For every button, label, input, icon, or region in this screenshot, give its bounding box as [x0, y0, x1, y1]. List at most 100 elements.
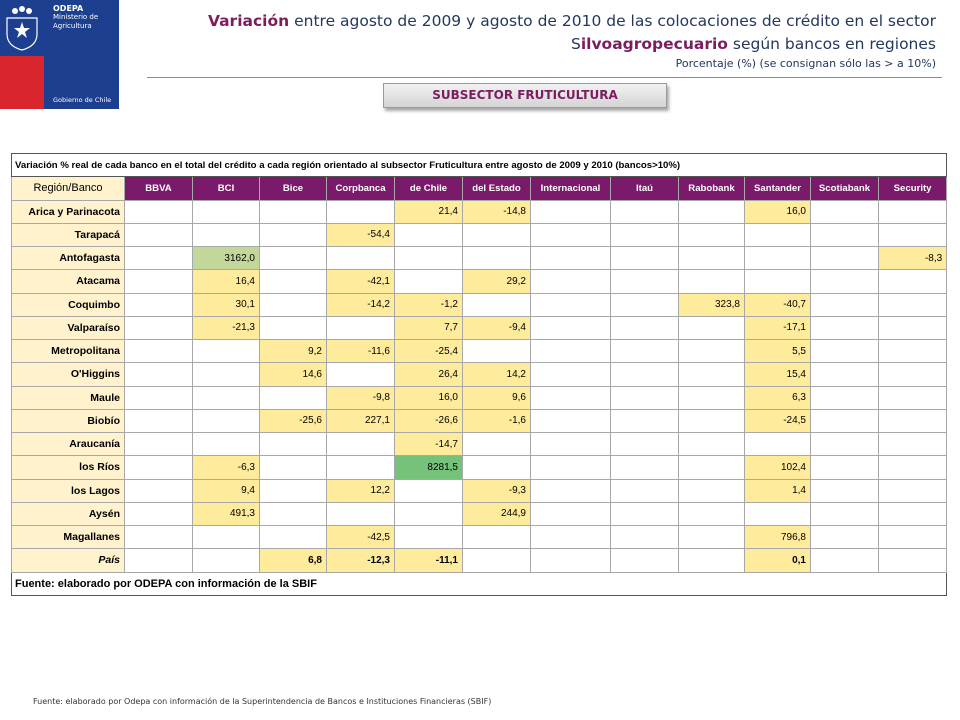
value-cell: [810, 431, 879, 457]
value-cell: 8281,5: [394, 455, 463, 480]
value-cell: [810, 338, 879, 364]
value-cell: [462, 338, 531, 364]
value-cell: [124, 199, 193, 224]
value-cell: -25,6: [259, 408, 327, 434]
value-cell: [530, 222, 611, 248]
region-label: Arica y Parinacota: [11, 199, 125, 224]
value-cell: [124, 524, 193, 550]
table-row: los Ríos -6,3 8281,5 102,4: [11, 455, 948, 480]
header-bank: Itaú: [610, 176, 679, 201]
value-cell: [192, 408, 260, 434]
region-label: Coquimbo: [11, 292, 125, 317]
value-cell: 9,4: [192, 478, 260, 503]
value-cell: -54,4: [326, 222, 395, 248]
value-cell: [678, 362, 745, 387]
value-cell: [530, 524, 611, 550]
value-cell: 14,2: [462, 362, 531, 387]
value-cell: [877, 524, 948, 550]
table-row: Maule -9,8 16,0 9,6 6,3: [11, 385, 948, 410]
value-cell: [810, 408, 879, 434]
subsector-label: SUBSECTOR FRUTICULTURA: [383, 83, 667, 108]
value-cell: [530, 362, 611, 387]
value-cell: 244,9: [462, 501, 531, 527]
value-cell: [678, 269, 745, 294]
value-cell: [530, 385, 611, 410]
value-cell: 5,5: [744, 338, 811, 364]
value-cell: 21,4: [394, 199, 463, 224]
value-cell: [259, 269, 327, 294]
value-cell: [462, 245, 531, 271]
value-cell: [530, 501, 611, 527]
header-bank: Scotiabank: [810, 176, 879, 201]
logo-ministry: Ministerio de: [53, 13, 99, 21]
value-cell: -42,1: [326, 269, 395, 294]
region-label: Valparaíso: [11, 315, 125, 341]
table-row: Araucanía -14,7: [11, 431, 948, 457]
header-bank: Rabobank: [678, 176, 745, 201]
value-cell: -11,1: [394, 548, 463, 573]
value-cell: [124, 338, 193, 364]
logo-org-text: ODEPA Ministerio de Agricultura: [53, 4, 98, 31]
value-cell: [462, 548, 531, 573]
value-cell: [124, 245, 193, 271]
value-cell: [877, 431, 948, 457]
title-divider: [147, 77, 942, 78]
value-cell: [610, 315, 679, 341]
header-bank: BCI: [192, 176, 260, 201]
logo-red-band: [0, 56, 44, 109]
title-highlight-2: ilvoagropecuario: [580, 35, 728, 53]
value-cell: 29,2: [462, 269, 531, 294]
value-cell: -1,2: [394, 292, 463, 317]
value-cell: 323,8: [678, 292, 745, 317]
region-label: Magallanes: [11, 524, 125, 550]
value-cell: 491,3: [192, 501, 260, 527]
value-cell: 9,2: [259, 338, 327, 364]
value-cell: -14,2: [326, 292, 395, 317]
table-row: Metropolitana 9,2 -11,6 -25,4 5,5: [11, 338, 948, 364]
value-cell: 102,4: [744, 455, 811, 480]
value-cell: [394, 478, 463, 503]
value-cell: [744, 501, 811, 527]
value-cell: [462, 431, 531, 457]
value-cell: [394, 222, 463, 248]
region-label: Tarapacá: [11, 222, 125, 248]
value-cell: 6,8: [259, 548, 327, 573]
value-cell: -21,3: [192, 315, 260, 341]
region-label: País: [11, 548, 125, 573]
value-cell: [462, 292, 531, 317]
value-cell: [810, 524, 879, 550]
value-cell: [124, 292, 193, 317]
page-title: Variación entre agosto de 2009 y agosto …: [136, 10, 936, 56]
table-row: O'Higgins 14,6 26,4 14,2 15,4: [11, 362, 948, 387]
value-cell: 15,4: [744, 362, 811, 387]
value-cell: [192, 431, 260, 457]
value-cell: [530, 199, 611, 224]
value-cell: [259, 245, 327, 271]
value-cell: [192, 222, 260, 248]
value-cell: -14,7: [394, 431, 463, 457]
value-cell: [810, 292, 879, 317]
value-cell: [259, 385, 327, 410]
value-cell: -9,4: [462, 315, 531, 341]
value-cell: [259, 524, 327, 550]
value-cell: [394, 501, 463, 527]
value-cell: [326, 315, 395, 341]
value-cell: [610, 269, 679, 294]
header-corner: Región/Banco: [11, 176, 125, 201]
value-cell: [744, 431, 811, 457]
table-caption: Variación % real de cada banco en el tot…: [10, 152, 948, 178]
value-cell: [610, 524, 679, 550]
table-row: Valparaíso -21,3 7,7 -9,4 -17,1: [11, 315, 948, 341]
region-label: los Lagos: [11, 478, 125, 503]
value-cell: [678, 501, 745, 527]
value-cell: 9,6: [462, 385, 531, 410]
value-cell: -14,8: [462, 199, 531, 224]
value-cell: [877, 315, 948, 341]
value-cell: [810, 222, 879, 248]
table-header-row: Región/Banco BBVA BCI Bice Corpbanca de Chile…: [11, 176, 948, 201]
value-cell: [192, 385, 260, 410]
value-cell: [124, 501, 193, 527]
value-cell: [678, 245, 745, 271]
value-cell: 6,3: [744, 385, 811, 410]
value-cell: [326, 362, 395, 387]
